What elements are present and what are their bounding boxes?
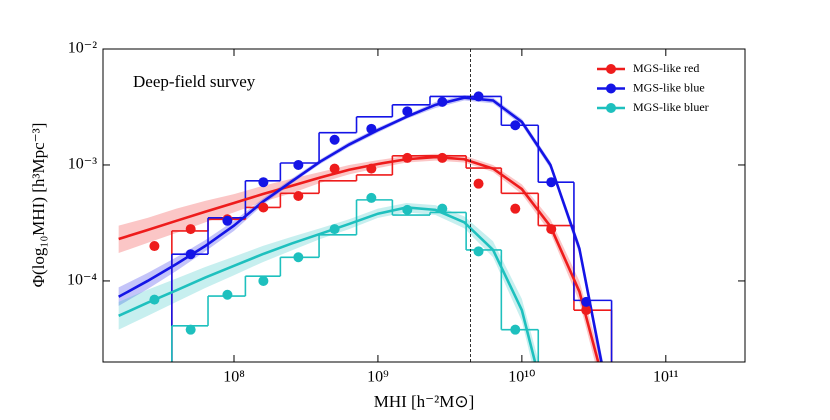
- x-tick-label: 10⁸: [223, 369, 245, 386]
- data-point: [185, 324, 196, 335]
- data-point: [293, 252, 304, 263]
- data-point: [437, 203, 448, 214]
- data-point: [329, 163, 340, 174]
- x-tick-label: 10⁹: [367, 369, 389, 386]
- data-point: [185, 224, 196, 235]
- data-point: [149, 241, 160, 252]
- data-point: [473, 178, 484, 189]
- data-point: [258, 202, 269, 213]
- data-point: [366, 163, 377, 174]
- y-tick-label: 10⁻⁴: [67, 272, 97, 289]
- data-point: [149, 294, 160, 305]
- axes-frame: [102, 48, 746, 363]
- y-axis-label: Φ(log₁₀MHI) [h³Mpc⁻³]: [29, 123, 48, 288]
- plot-area: [118, 91, 613, 362]
- fit-curve: [118, 96, 603, 362]
- data-point: [293, 159, 304, 170]
- data-point: [510, 203, 521, 214]
- legend-marker: [606, 83, 616, 94]
- y-tick-label: 10⁻³: [68, 156, 97, 173]
- data-point: [222, 215, 233, 226]
- legend: MGS-like red MGS-like blue MGS-like bluer: [597, 61, 709, 114]
- legend-label: MGS-like bluer: [633, 100, 709, 114]
- data-point: [366, 192, 377, 203]
- data-point: [546, 177, 557, 188]
- legend-marker: [606, 64, 616, 74]
- uncertainty-band: [118, 153, 602, 362]
- legend-label: MGS-like red: [633, 61, 699, 75]
- x-axis-label: MHI [h⁻²M⊙]: [374, 392, 475, 411]
- x-tick-label: 10¹¹: [653, 369, 679, 386]
- data-point: [293, 191, 304, 202]
- data-point: [510, 324, 521, 335]
- data-point: [329, 224, 340, 235]
- data-point: [510, 120, 521, 131]
- data-point: [402, 106, 413, 117]
- annotation: Deep-field survey: [133, 72, 256, 91]
- data-point: [402, 204, 413, 215]
- data-point: [581, 296, 592, 307]
- data-point: [402, 152, 413, 163]
- data-point: [258, 275, 269, 286]
- data-point: [473, 91, 484, 102]
- data-point: [329, 134, 340, 145]
- data-point: [258, 177, 269, 188]
- fit-curve: [118, 155, 600, 362]
- data-point: [185, 249, 196, 260]
- data-point: [473, 246, 484, 257]
- data-point: [581, 305, 592, 316]
- data-point: [546, 224, 557, 235]
- data-point: [222, 289, 233, 300]
- data-point: [366, 123, 377, 134]
- legend-marker: [606, 103, 616, 113]
- data-point: [437, 96, 448, 107]
- data-point: [437, 152, 448, 163]
- legend-label: MGS-like blue: [633, 80, 705, 94]
- x-tick-label: 10¹⁰: [508, 369, 535, 386]
- y-tick-label: 10⁻²: [68, 40, 97, 57]
